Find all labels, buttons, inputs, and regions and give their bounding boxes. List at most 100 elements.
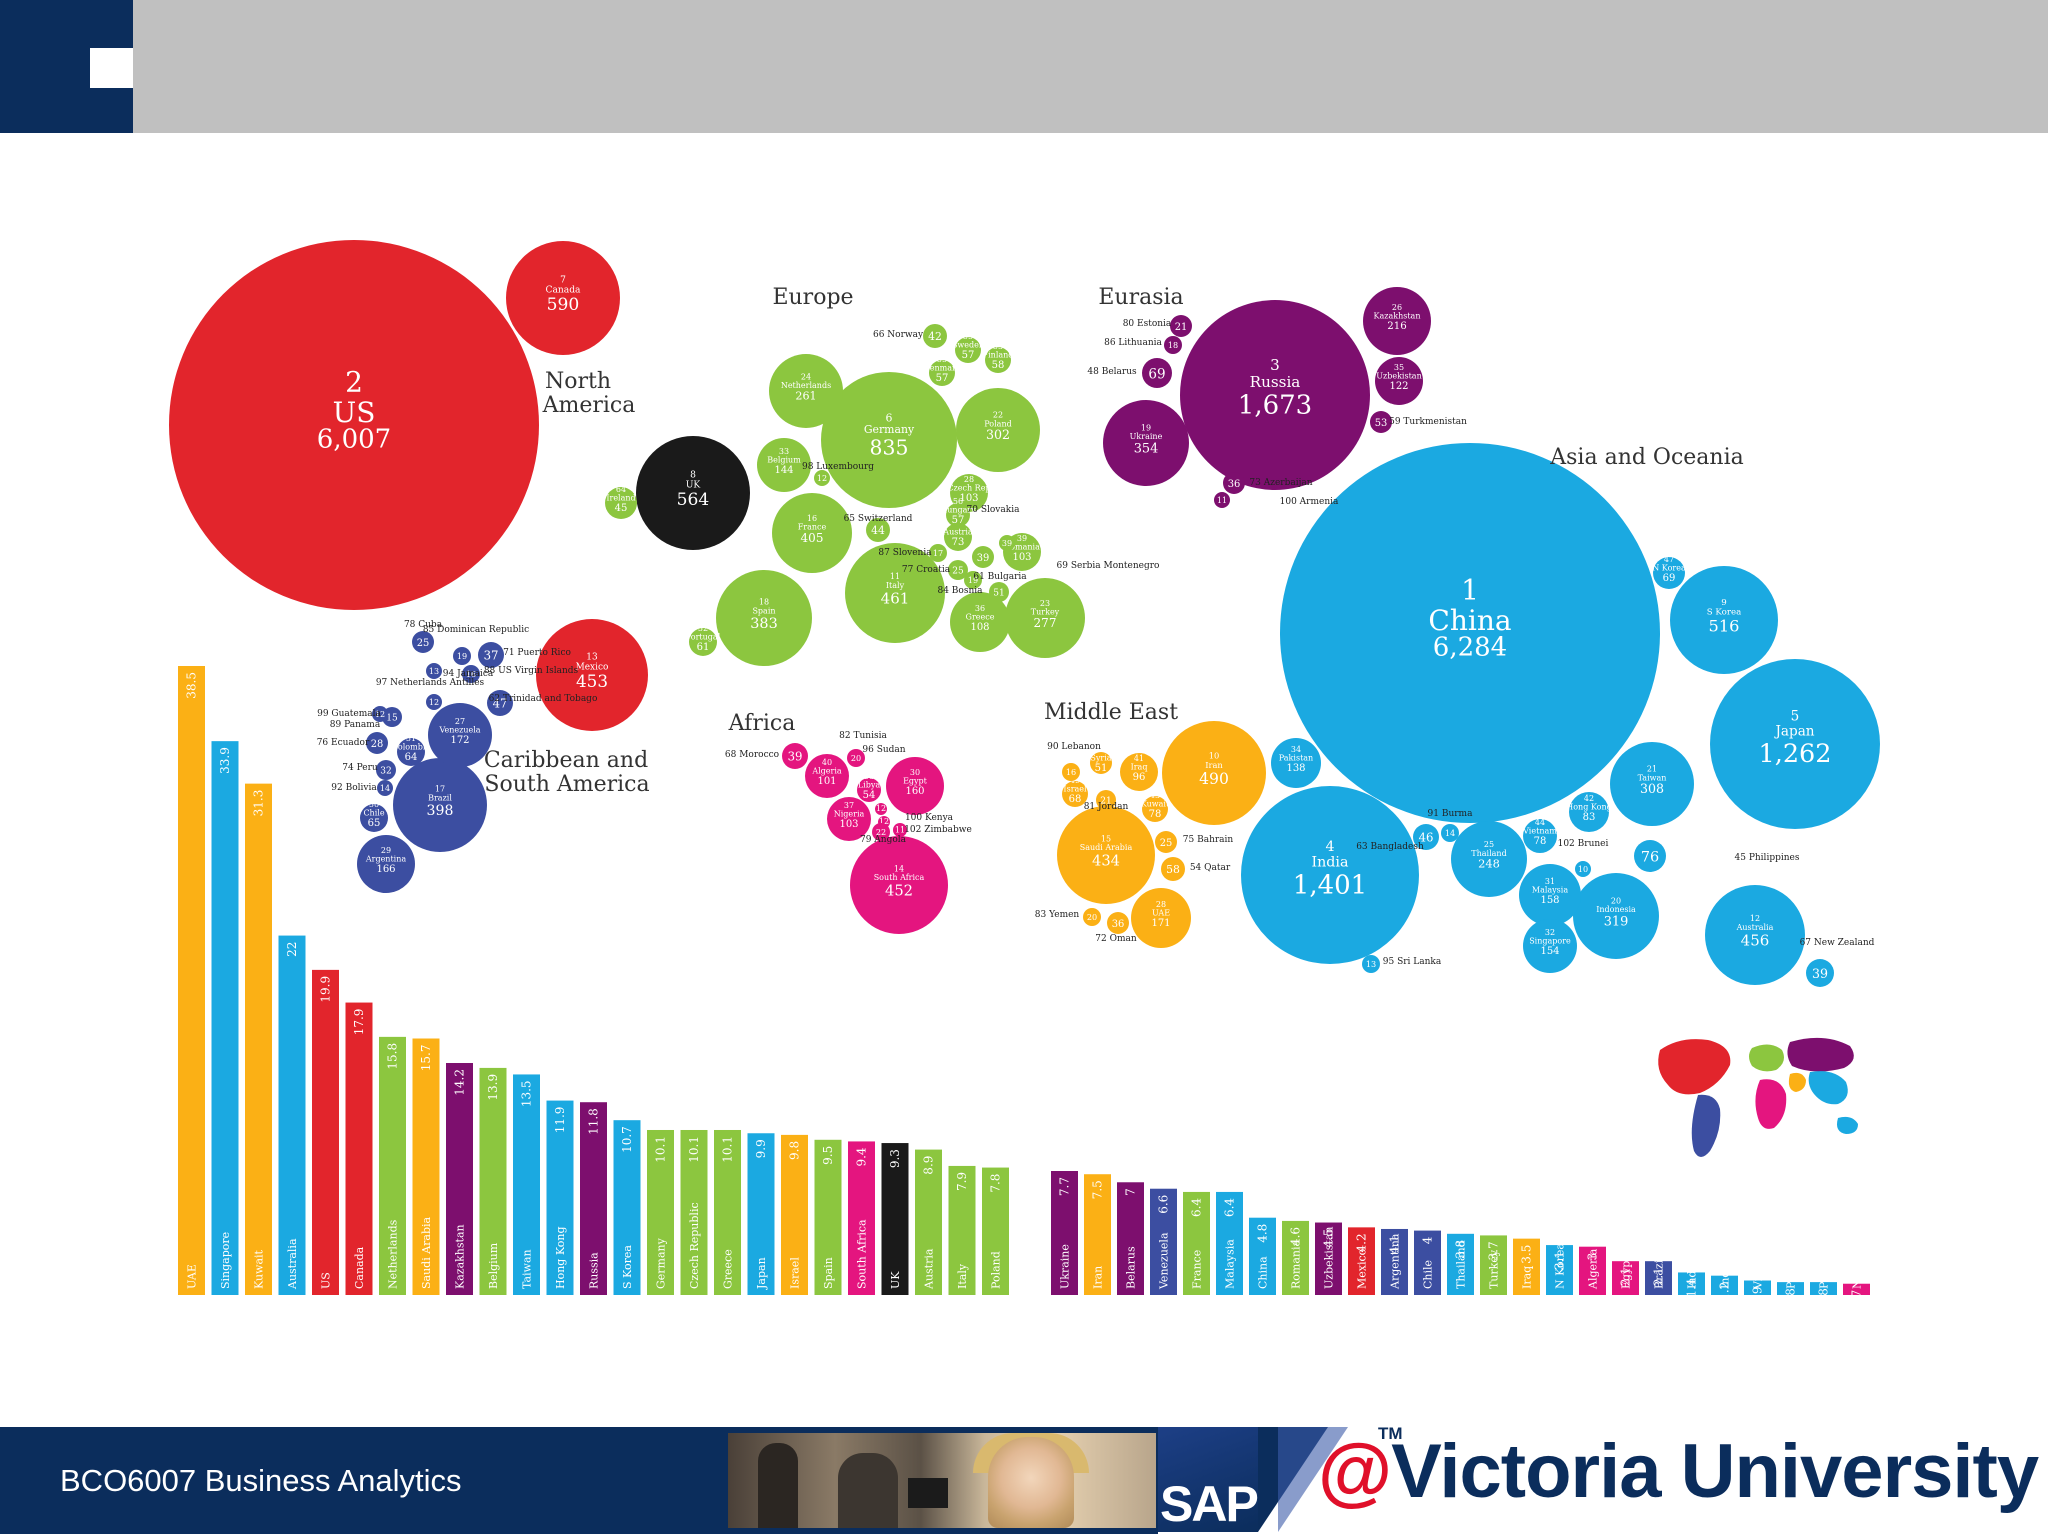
sap-logo: SAP: [1158, 1427, 1259, 1532]
bubble-value: 383: [750, 616, 777, 632]
bubble-value: 39: [788, 750, 803, 764]
bar-nigeria: [1843, 1283, 1870, 1295]
bubble-value: 11: [895, 825, 905, 834]
bar-category-label: Iraq: [1521, 1266, 1534, 1289]
bubble-name: Ukraine: [1130, 432, 1163, 441]
bubble-ukraine: [1103, 400, 1189, 486]
bar-category-label: Vietnam: [1752, 1242, 1765, 1290]
bar-india: [1711, 1275, 1738, 1295]
bar-value-label: 13.9: [486, 1074, 500, 1101]
bar-russia: [580, 1102, 607, 1295]
bubble-country: [1161, 857, 1185, 881]
bar-turkey: [1480, 1235, 1507, 1295]
callout-70-slovakia: 70 Slovakia: [967, 505, 1021, 515]
bubble-value: 16: [1066, 767, 1076, 777]
callout-71-puerto-rico: 71 Puerto Rico: [503, 648, 571, 658]
bubble-value: 11: [1217, 496, 1227, 505]
bar-value-label: 10.1: [721, 1136, 735, 1163]
bar-kuwait: [245, 783, 272, 1295]
bar-chart-low: Ukraine 7.7 Iran 7.5 Belarus 7 Venezuela 6.6 Fra…: [1051, 1171, 1870, 1309]
bar-value-label: 0.8: [1784, 1288, 1798, 1307]
region-label-south-america: South America: [484, 772, 649, 797]
bubble-country: [872, 823, 890, 841]
bubble-colombia: [397, 738, 425, 766]
bar-value-label: 0.9: [1751, 1287, 1765, 1306]
bar-category-label: Czech Republic: [688, 1202, 701, 1289]
bubble-value: 12: [375, 710, 385, 719]
bubble-country: [866, 518, 890, 542]
bubble-name: Russia: [1250, 373, 1301, 391]
bubble-value: 65: [368, 818, 381, 829]
university-logo-at: @: [1318, 1429, 1392, 1514]
bubble-brazil: [393, 758, 487, 852]
region-label-europe: Europe: [772, 285, 853, 310]
bar-value-label: 3.7: [1487, 1241, 1501, 1260]
bubble-country: [1575, 861, 1591, 877]
bar-romania: [1282, 1220, 1309, 1295]
bubble-name: Hungary: [940, 506, 976, 515]
bubble-rank: 42: [1584, 794, 1594, 803]
bar-chart-high: UAE 38.5 Singapore 33.9 Kuwait 31.3 Australia 2…: [178, 666, 1009, 1295]
bar-value-label: 1.2: [1718, 1282, 1732, 1301]
bubble-country: [1634, 840, 1666, 872]
bubble-rank: 49: [1070, 776, 1080, 785]
callout-86-lithuania: 86 Lithuania: [1104, 338, 1162, 348]
bubble-rank: 4: [1325, 839, 1334, 855]
bubble-libya: [857, 778, 881, 802]
bar-pakistan: [1777, 1282, 1804, 1295]
bubble-name: Brazil: [428, 793, 452, 802]
bar-category-label: UAE: [186, 1264, 199, 1289]
bar-value-label: 10.1: [654, 1136, 668, 1163]
bubble-country: [1107, 912, 1129, 934]
bubble-value: 1,262: [1758, 739, 1831, 769]
bubble-country: [462, 665, 480, 683]
bar-category-label: India: [1719, 1260, 1732, 1289]
bar-uk: [881, 1143, 909, 1295]
bubble-rank: 36: [975, 604, 985, 613]
bubble-germany: [821, 372, 957, 508]
bubble-value: 564: [677, 490, 710, 510]
bubble-value: 456: [1741, 932, 1770, 950]
bar-value-label: 7.5: [1091, 1180, 1105, 1199]
bubble-name: Argentina: [365, 855, 407, 864]
bubble-value: 17: [933, 548, 943, 558]
bar-value-label: 9.8: [788, 1141, 802, 1160]
bubble-value: 37: [484, 649, 499, 663]
bar-hong-kong: [546, 1100, 574, 1295]
bubble-chart: 2US6,0077Canada59013Mexico4538UK56464Ire…: [169, 240, 1880, 987]
bar-us: [312, 969, 339, 1295]
bubble-rank: 23: [1040, 599, 1050, 608]
callout-68-morocco: 68 Morocco: [725, 750, 779, 760]
bubble-country: [1170, 315, 1192, 337]
bubble-ireland: [605, 487, 637, 519]
region-label-caribbean: Caribbean and: [484, 748, 648, 773]
bar-category-label: Thailand: [1455, 1240, 1468, 1289]
world-map-region: [1788, 1072, 1806, 1092]
bar-category-label: Italy: [956, 1263, 969, 1289]
bubble-country: [377, 780, 393, 796]
bar-category-label: Pakistan: [1785, 1242, 1798, 1289]
bubble-value: 20: [851, 753, 861, 763]
bar-category-label: Kazakhstan: [454, 1224, 467, 1289]
bubble-value: 108: [970, 622, 989, 633]
bar-uae: [178, 666, 205, 1295]
bubble-name: Vietnam: [1522, 827, 1557, 836]
bar-value-label: 38.5: [185, 672, 199, 699]
bar-category-label: Germany: [655, 1237, 668, 1289]
bar-value-label: 6.6: [1157, 1195, 1171, 1214]
callout-91-burma: 91 Burma: [1428, 809, 1474, 819]
bubble-china: [1280, 443, 1660, 823]
bubble-rank: 64: [616, 485, 626, 494]
bubble-value: 46: [1419, 831, 1434, 845]
bar-austria: [915, 1149, 942, 1295]
bubble-name: Thailand: [1471, 849, 1506, 858]
bubble-value: 453: [576, 671, 608, 691]
bubble-country: [1083, 908, 1101, 926]
bubble-value: 28: [371, 739, 384, 750]
bar-category-label: Chile: [1422, 1260, 1435, 1289]
bubble-canada: [506, 241, 620, 355]
bar-value-label: 15.7: [419, 1044, 433, 1071]
bubble-rank: 14: [894, 864, 904, 873]
bubble-name: Italy: [886, 581, 905, 590]
bubble-value: 14: [380, 784, 390, 793]
